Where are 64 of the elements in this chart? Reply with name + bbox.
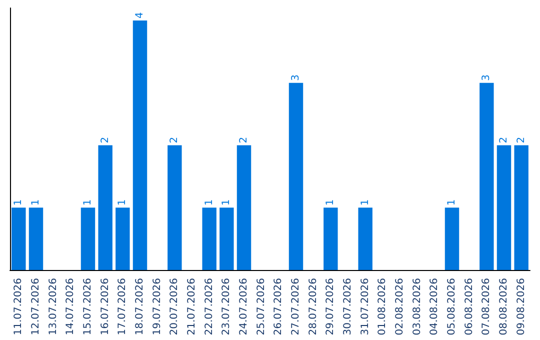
data-label: 1 — [221, 199, 232, 206]
data-label: 2 — [169, 136, 180, 144]
bar — [12, 208, 26, 270]
data-label: 2 — [238, 136, 250, 144]
bar — [358, 208, 372, 270]
x-tick-label: 24.07.2026 — [238, 278, 250, 336]
bar — [28, 208, 44, 270]
bar — [236, 145, 252, 270]
data-label: 1 — [360, 199, 371, 206]
data-label: 4 — [134, 12, 146, 18]
bar — [202, 208, 216, 270]
bar — [116, 208, 130, 270]
bar — [324, 208, 338, 270]
x-tick-label: 22.07.2026 — [204, 278, 215, 336]
data-label: 1 — [117, 199, 128, 206]
data-label: 3 — [481, 74, 492, 81]
x-tick-label: 31.07.2026 — [360, 278, 371, 336]
data-label: 1 — [446, 199, 458, 206]
x-tick-label: 17.07.2026 — [117, 278, 128, 336]
data-label: 2 — [516, 136, 527, 144]
x-tick-label: 05.08.2026 — [446, 278, 458, 336]
x-tick-label: 04.08.2026 — [429, 278, 440, 336]
x-tick-label: 20.07.2026 — [169, 278, 180, 336]
data-label: 1 — [325, 199, 336, 206]
x-tick-label: 12.07.2026 — [30, 278, 42, 336]
data-label: 1 — [82, 199, 94, 206]
x-tick-label: 19.07.2026 — [152, 278, 163, 336]
bar — [132, 20, 148, 270]
bar — [496, 145, 512, 270]
x-tick-label: 02.08.2026 — [394, 278, 406, 336]
x-tick-label: 15.07.2026 — [82, 278, 94, 336]
x-tick-label: 28.07.2026 — [308, 278, 319, 336]
bar — [288, 82, 304, 270]
x-tick-label: 25.07.2026 — [256, 278, 267, 336]
data-label: 1 — [13, 199, 24, 206]
x-tick-label: 09.08.2026 — [516, 278, 527, 336]
bar — [480, 82, 494, 270]
x-tick-label: 30.07.2026 — [342, 278, 354, 336]
x-tick-label: 18.07.2026 — [134, 278, 146, 336]
x-tick-label: 06.08.2026 — [464, 278, 475, 336]
x-tick-label: 26.07.2026 — [273, 278, 284, 336]
x-tick-label: 08.08.2026 — [498, 278, 510, 336]
x-tick-label: 29.07.2026 — [325, 278, 336, 336]
bar — [444, 208, 460, 270]
data-label: 2 — [100, 136, 111, 144]
x-tick-label: 03.08.2026 — [412, 278, 423, 336]
bar — [80, 208, 96, 270]
x-tick-label: 16.07.2026 — [100, 278, 111, 336]
data-label: 1 — [30, 199, 42, 206]
x-tick-label: 11.07.2026 — [13, 278, 24, 336]
x-tick-label: 23.07.2026 — [221, 278, 232, 336]
bar — [168, 145, 182, 270]
bar — [220, 208, 234, 270]
x-tick-label: 13.07.2026 — [48, 278, 59, 336]
x-tick-label: 27.07.2026 — [290, 278, 302, 336]
x-tick-label: 01.08.2026 — [377, 278, 388, 336]
x-tick-label: 07.08.2026 — [481, 278, 492, 336]
data-label: 3 — [290, 74, 302, 81]
x-tick-label: 14.07.2026 — [65, 278, 76, 336]
data-label: 1 — [204, 199, 215, 206]
bar — [98, 145, 112, 270]
x-tick-label: 21.07.2026 — [186, 278, 198, 336]
data-label: 2 — [498, 136, 510, 144]
bar — [514, 145, 528, 270]
